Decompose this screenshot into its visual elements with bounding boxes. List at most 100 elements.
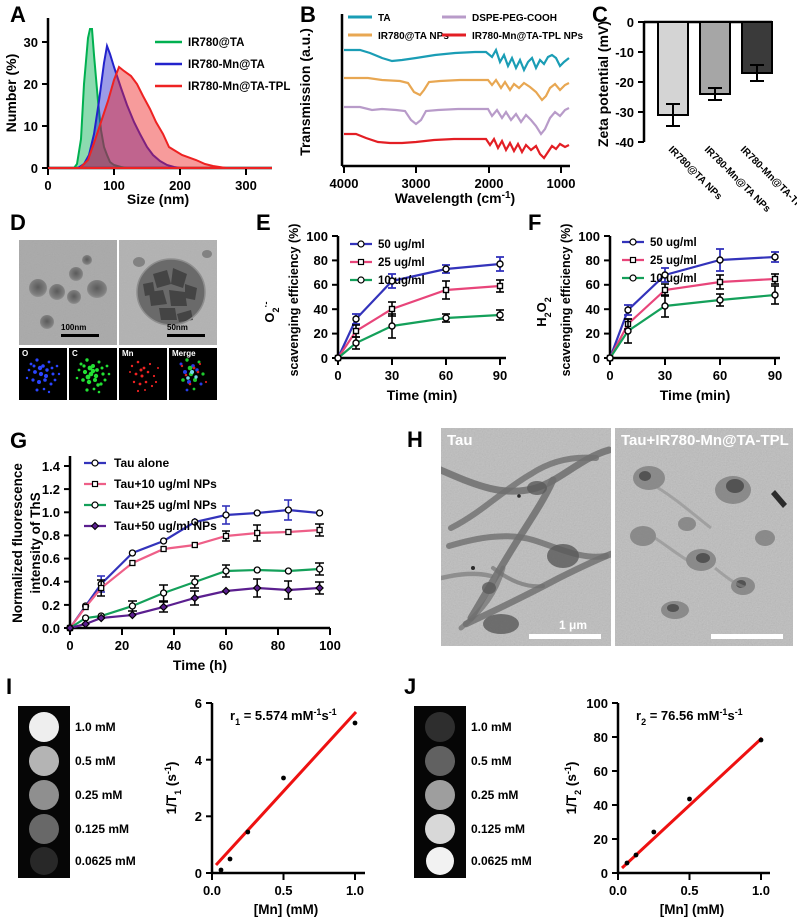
panel-g: G 0.0 0.2 0.4 0.6 0.8 1.0 1.2 1.4 0 20 4… [0,408,410,674]
panel-c-ytick-m30: -30 [615,105,634,120]
panel-b-legend-label-0: TA [378,13,391,24]
panel-f: F 0 20 40 60 80 100 0 30 60 90 [522,208,797,408]
panel-g-line-tau-alone [69,508,320,629]
panel-b-chart: 4000 3000 2000 1000 TA DSPE-PEG-COOH IR7… [297,13,583,206]
panel-j-conc-label-3: 0.125 mM [471,822,526,836]
panel-e-ylabel-species: O2·- [261,301,281,322]
panel-g-chart: 0.0 0.2 0.4 0.6 0.8 1.0 1.2 1.4 0 20 40 … [10,456,341,673]
panel-j-mri-phantom [414,706,466,878]
panel-d-scalebar-right [167,334,205,337]
panel-g-legend: Tau alone Tau+10 ug/ml NPs Tau+25 ug/ml … [84,456,217,533]
panel-i-conc-label-2: 0.25 mM [75,788,123,802]
panel-g-ytick-12: 1.2 [42,482,60,497]
panel-g-markers-tau-25 [66,565,324,632]
panel-e-xtick-0: 0 [334,368,341,383]
panel-f-ytick-60: 60 [586,277,600,292]
panel-g-ytick-02: 0.2 [42,598,60,613]
panel-f-xtick-0: 0 [606,368,613,383]
panel-g-markers-tau-10 [66,526,323,632]
panel-d-label: D [10,210,26,235]
panel-j-ytick-80: 80 [594,730,608,745]
panel-g-line-tau-50 [69,586,320,630]
panel-g-ytick-10: 1.0 [42,505,60,520]
panel-b-legend-label-3: IR780-Mn@TA-TPL NPs [472,31,583,42]
panel-i-xtick-05: 0.5 [274,883,292,898]
panel-h-tem-tau: Tau 1 μm [441,428,611,646]
panel-f-xtick-30: 30 [658,368,672,383]
panel-f-ytick-80: 80 [586,253,600,268]
panel-e-errorbars-50 [352,256,504,325]
panel-a-legend-label-1: IR780-Mn@TA [188,59,265,71]
panel-f-ytick-0: 0 [593,351,600,366]
panel-g-legend-label-2: Tau+25 ug/ml NPs [114,498,217,512]
panel-j-data-points [624,737,764,866]
panel-e-ytick-0: 0 [321,351,328,366]
panel-b-label: B [300,2,316,27]
panel-e-markers-50 [334,260,504,362]
panel-c-ytick-m40: -40 [615,135,634,150]
panel-f-markers-50 [606,253,779,362]
panel-a-chart: 0 10 20 30 0 100 200 300 IR780@TA IR780-… [3,18,290,207]
panel-a-ytick-20: 20 [24,77,38,92]
panel-i-ytick-0: 0 [195,866,202,881]
panel-f-legend: 50 ug/ml 25 ug/ml 10 ug/ml [622,237,697,285]
panel-h-scalebar-left [529,634,601,639]
panel-b-ylabel: Transmission (a.u.) [297,28,313,156]
panel-d-scalebar-right-label: 50nm [167,323,188,332]
panel-h: H [405,425,797,650]
panel-i-annotation: r1 = 5.574 mM-1s-1 [230,707,337,727]
panel-b: B 4000 3000 2000 1000 TA DSPE-PEG-COOH I… [290,0,583,207]
panel-e-chart: 0 20 40 60 80 100 0 30 60 90 [261,224,507,403]
panel-e-legend: 50 ug/ml 25 ug/ml 10 ug/ml [350,239,425,287]
panel-g-xtick-0: 0 [66,638,73,653]
panel-g-ylabel-line2: intensity of ThS [28,492,43,593]
panel-h-tem-tau-nps: Tau+IR780-Mn@TA-TPL [615,428,793,646]
panel-e-ytick-80: 80 [314,253,328,268]
panel-g-line-tau-25 [69,567,320,629]
panel-c-label: C [592,2,608,27]
panel-g-label: G [10,428,28,453]
panel-d-map-o: O [19,348,67,400]
panel-i-xtick-10: 1.0 [346,883,364,898]
panel-e-ylabel-top: scavenging efficiency (%) [287,224,301,377]
panel-d-map-c: C [69,348,117,400]
panel-g-xtick-20: 20 [115,638,129,653]
panel-e-legend-label-1: 25 ug/ml [378,257,425,269]
panel-b-xtick-3000: 3000 [402,176,431,191]
panel-c-errorbars [666,64,764,127]
panel-f-chart: 0 20 40 60 80 100 0 30 60 90 [534,224,782,403]
panel-f-ytick-20: 20 [586,326,600,341]
panel-d-map-o-label: O [22,349,29,358]
panel-g-legend-label-1: Tau+10 ug/ml NPs [114,477,217,491]
panel-d-map-merge: Merge [169,348,217,400]
panel-d-tem-left: 100nm [19,240,117,345]
panel-b-spectrum-dspe [344,105,570,136]
panel-g-line-tau-10 [69,528,320,629]
panel-g-ytick-08: 0.8 [42,528,60,543]
panel-f-ylabel-top: scavenging efficiency (%) [559,224,573,377]
panel-j-ytick-0: 0 [601,866,608,881]
panel-a-xtick-300: 300 [235,178,257,193]
panel-b-spectrum-ta [344,47,570,73]
panel-a-ylabel: Number (%) [3,54,19,133]
panel-h-tau-nps-title: Tau+IR780-Mn@TA-TPL [621,432,789,449]
panel-a-curve-ir780mnta [48,42,272,169]
panel-e-legend-label-0: 50 ug/ml [378,239,425,251]
panel-a-label: A [10,2,26,27]
panel-j: J 1.0 mM 0.5 mM 0.25 mM 0.125 mM 0.0625 … [400,658,797,917]
panel-j-conc-label-0: 1.0 mM [471,720,512,734]
panel-j-fit-line [620,736,764,870]
panel-i-ytick-6: 6 [195,696,202,711]
panel-j-conc-label-2: 0.25 mM [471,788,519,802]
panel-j-ytick-40: 40 [594,798,608,813]
panel-a-ytick-30: 30 [24,35,38,50]
panel-d-map-merge-label: Merge [172,349,196,358]
panel-f-xlabel: Time (min) [660,387,731,403]
panel-e-xtick-90: 90 [493,368,507,383]
panel-b-legend-label-1: DSPE-PEG-COOH [472,13,557,24]
panel-c-bar-1 [699,21,731,95]
panel-b-xtick-4000: 4000 [330,176,359,191]
panel-a-xtick-200: 200 [169,178,191,193]
panel-c-bar-0 [657,21,689,116]
panel-j-xlabel: [Mn] (mM) [660,902,724,917]
